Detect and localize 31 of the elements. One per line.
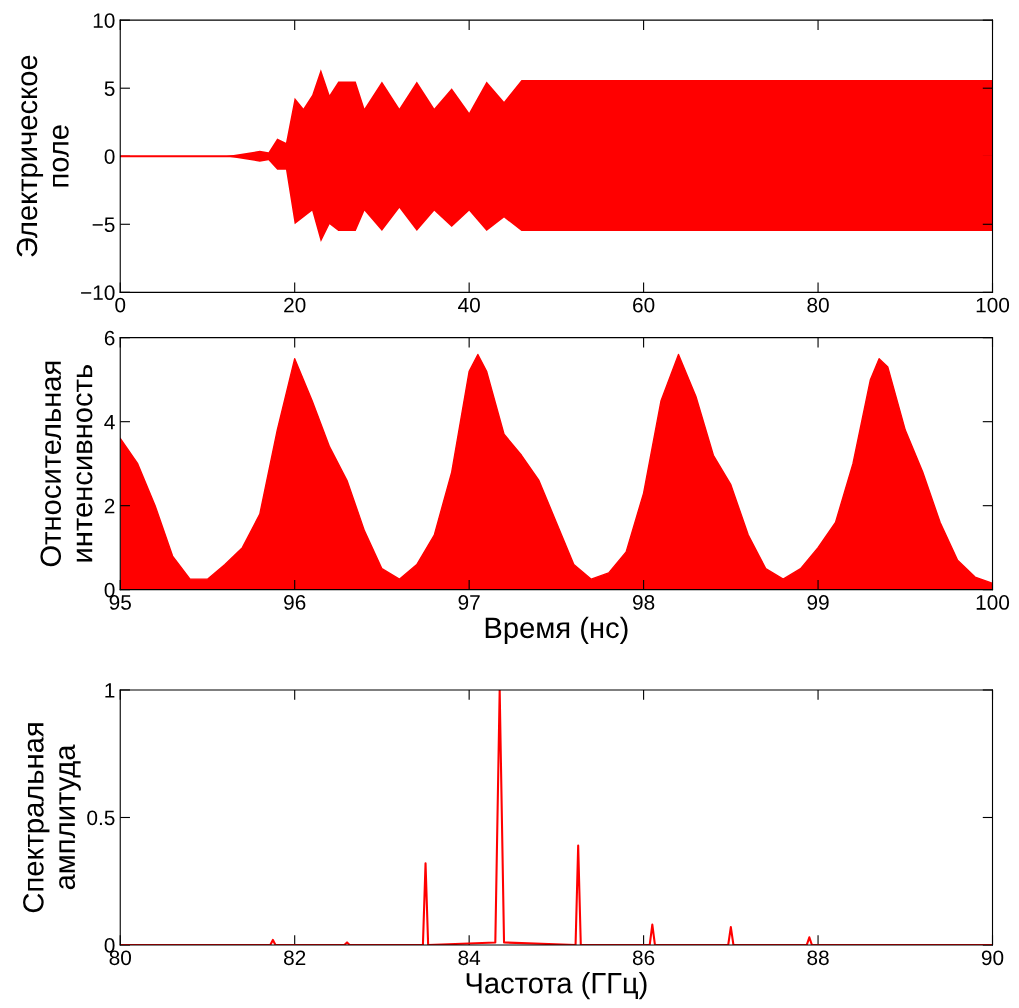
x-tick-label: 84 bbox=[458, 950, 481, 966]
y-tick-label: 0.5 bbox=[87, 810, 115, 826]
x-axis-title: Время (нс) bbox=[485, 616, 628, 644]
x-tick-label: 100 bbox=[976, 595, 1010, 610]
y-axis-title: Относительная интенсивность bbox=[40, 361, 93, 567]
x-tick-label: 88 bbox=[807, 950, 829, 966]
y-tick-label: 5 bbox=[104, 81, 115, 96]
x-tick-label: 40 bbox=[458, 297, 480, 313]
x-tick-label: 86 bbox=[632, 950, 655, 966]
y-tick-label: 0 bbox=[104, 149, 115, 164]
y-tick-label: 6 bbox=[104, 330, 115, 346]
x-tick-label: 99 bbox=[807, 595, 829, 610]
x-tick-label: 60 bbox=[633, 297, 655, 313]
x-tick-label: 80 bbox=[807, 297, 829, 313]
y-tick-label: 2 bbox=[104, 498, 115, 514]
x-tick-label: 97 bbox=[458, 595, 480, 610]
x-tick-label: 0 bbox=[115, 297, 126, 313]
x-tick-label: 98 bbox=[632, 595, 655, 610]
x-tick-label: 82 bbox=[284, 950, 306, 966]
y-axis-title: Спектральная амплитуда bbox=[23, 723, 81, 913]
x-axis-title: Частота (ГГц) bbox=[466, 972, 647, 1000]
y-tick-label: −10 bbox=[81, 285, 115, 301]
y-axis-title: Электрическое поле bbox=[16, 55, 69, 257]
x-tick-label: 20 bbox=[284, 297, 306, 313]
x-tick-label: 90 bbox=[981, 950, 1004, 966]
x-tick-label: 96 bbox=[284, 595, 306, 610]
y-tick-label: 4 bbox=[104, 414, 115, 430]
y-tick-label: 1 bbox=[105, 683, 115, 698]
y-tick-label: −5 bbox=[92, 217, 115, 233]
y-tick-label: 10 bbox=[93, 13, 115, 28]
x-tick-label: 100 bbox=[976, 297, 1010, 313]
